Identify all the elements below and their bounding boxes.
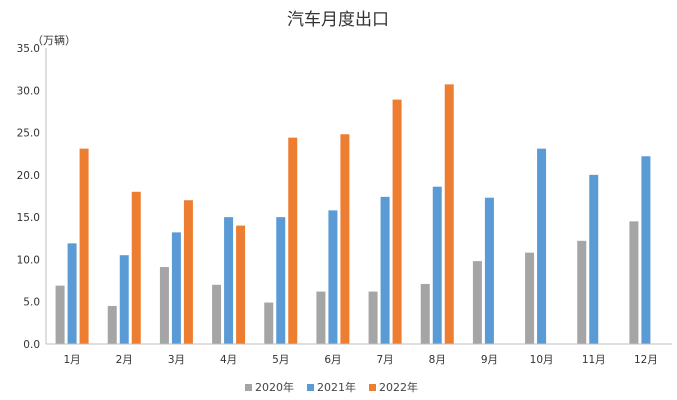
- y-tick-label: 20.0: [17, 170, 40, 182]
- bar-2020年-5月: [264, 302, 274, 344]
- bar-2021年-11月: [589, 174, 599, 344]
- bar-2022年-1月: [79, 148, 89, 344]
- x-tick-label: 2月: [116, 354, 133, 366]
- bar-2020年-2月: [107, 305, 117, 344]
- y-tick-label: 15.0: [17, 212, 40, 224]
- x-tick-label: 6月: [324, 354, 341, 366]
- bar-2022年-4月: [236, 225, 246, 344]
- plot-area: [55, 84, 651, 345]
- y-tick-label: 30.0: [17, 85, 40, 97]
- x-tick-label: 10月: [530, 354, 554, 366]
- bar-2021年-4月: [224, 217, 234, 344]
- bar-2020年-8月: [420, 283, 430, 344]
- bar-2022年-5月: [288, 137, 298, 344]
- bar-2021年-6月: [328, 210, 338, 344]
- y-tick-label: 35.0: [17, 43, 40, 55]
- bar-2020年-1月: [55, 285, 65, 344]
- bar-2020年-12月: [629, 221, 639, 344]
- bar-2020年-11月: [577, 240, 587, 344]
- x-axis: 1月 2月 3月 4月 5月 6月 7月 8月 9月 10月 11月 12月: [46, 343, 672, 366]
- bar-2020年-3月: [159, 267, 169, 344]
- legend-swatch: [307, 384, 314, 391]
- bar-2022年-7月: [392, 99, 402, 345]
- legend-swatch: [369, 384, 376, 391]
- x-tick-label: 9月: [481, 354, 498, 366]
- legend-swatch: [245, 384, 252, 391]
- legend-label: 2020年: [255, 380, 294, 394]
- x-tick-label: 8月: [429, 354, 446, 366]
- bar-2021年-9月: [484, 197, 494, 344]
- y-tick-label: 25.0: [17, 128, 40, 140]
- bar-2021年-10月: [537, 148, 547, 344]
- chart-title: 汽车月度出口: [287, 10, 389, 30]
- y-tick-label: 5.0: [23, 297, 40, 309]
- bar-2022年-2月: [131, 191, 141, 344]
- bar-2020年-4月: [212, 284, 222, 344]
- bar-2020年-9月: [472, 261, 482, 344]
- bar-2021年-12月: [641, 156, 651, 344]
- x-tick-label: 11月: [582, 354, 606, 366]
- bar-2020年-7月: [368, 291, 378, 344]
- y-tick-label: 0.0: [23, 339, 40, 351]
- bar-2022年-3月: [183, 200, 193, 344]
- legend-label: 2021年: [317, 380, 356, 394]
- y-axis-unit: （万辆）: [32, 33, 76, 47]
- bar-2021年-2月: [119, 255, 129, 344]
- x-tick-label: 1月: [63, 354, 80, 366]
- bar-2021年-3月: [171, 232, 181, 344]
- bar-2022年-8月: [444, 84, 454, 344]
- legend-label: 2022年: [379, 380, 418, 394]
- bar-2021年-7月: [380, 196, 390, 344]
- x-tick-label: 12月: [634, 354, 658, 366]
- bar-2021年-8月: [432, 186, 442, 344]
- bar-2020年-6月: [316, 291, 326, 344]
- bar-2021年-5月: [276, 217, 286, 344]
- x-tick-label: 5月: [272, 354, 289, 366]
- bar-2020年-10月: [525, 252, 535, 344]
- y-tick-label: 10.0: [17, 254, 40, 266]
- legend: 2020年 2021年 2022年: [245, 380, 418, 394]
- bar-2022年-6月: [340, 134, 350, 344]
- bar-2021年-1月: [67, 243, 77, 344]
- y-axis: 0.0 5.0 10.0 15.0 20.0 25.0 30.0 35.0: [17, 43, 47, 351]
- x-tick-label: 4月: [220, 354, 237, 366]
- x-tick-label: 7月: [376, 354, 393, 366]
- x-tick-label: 3月: [168, 354, 185, 366]
